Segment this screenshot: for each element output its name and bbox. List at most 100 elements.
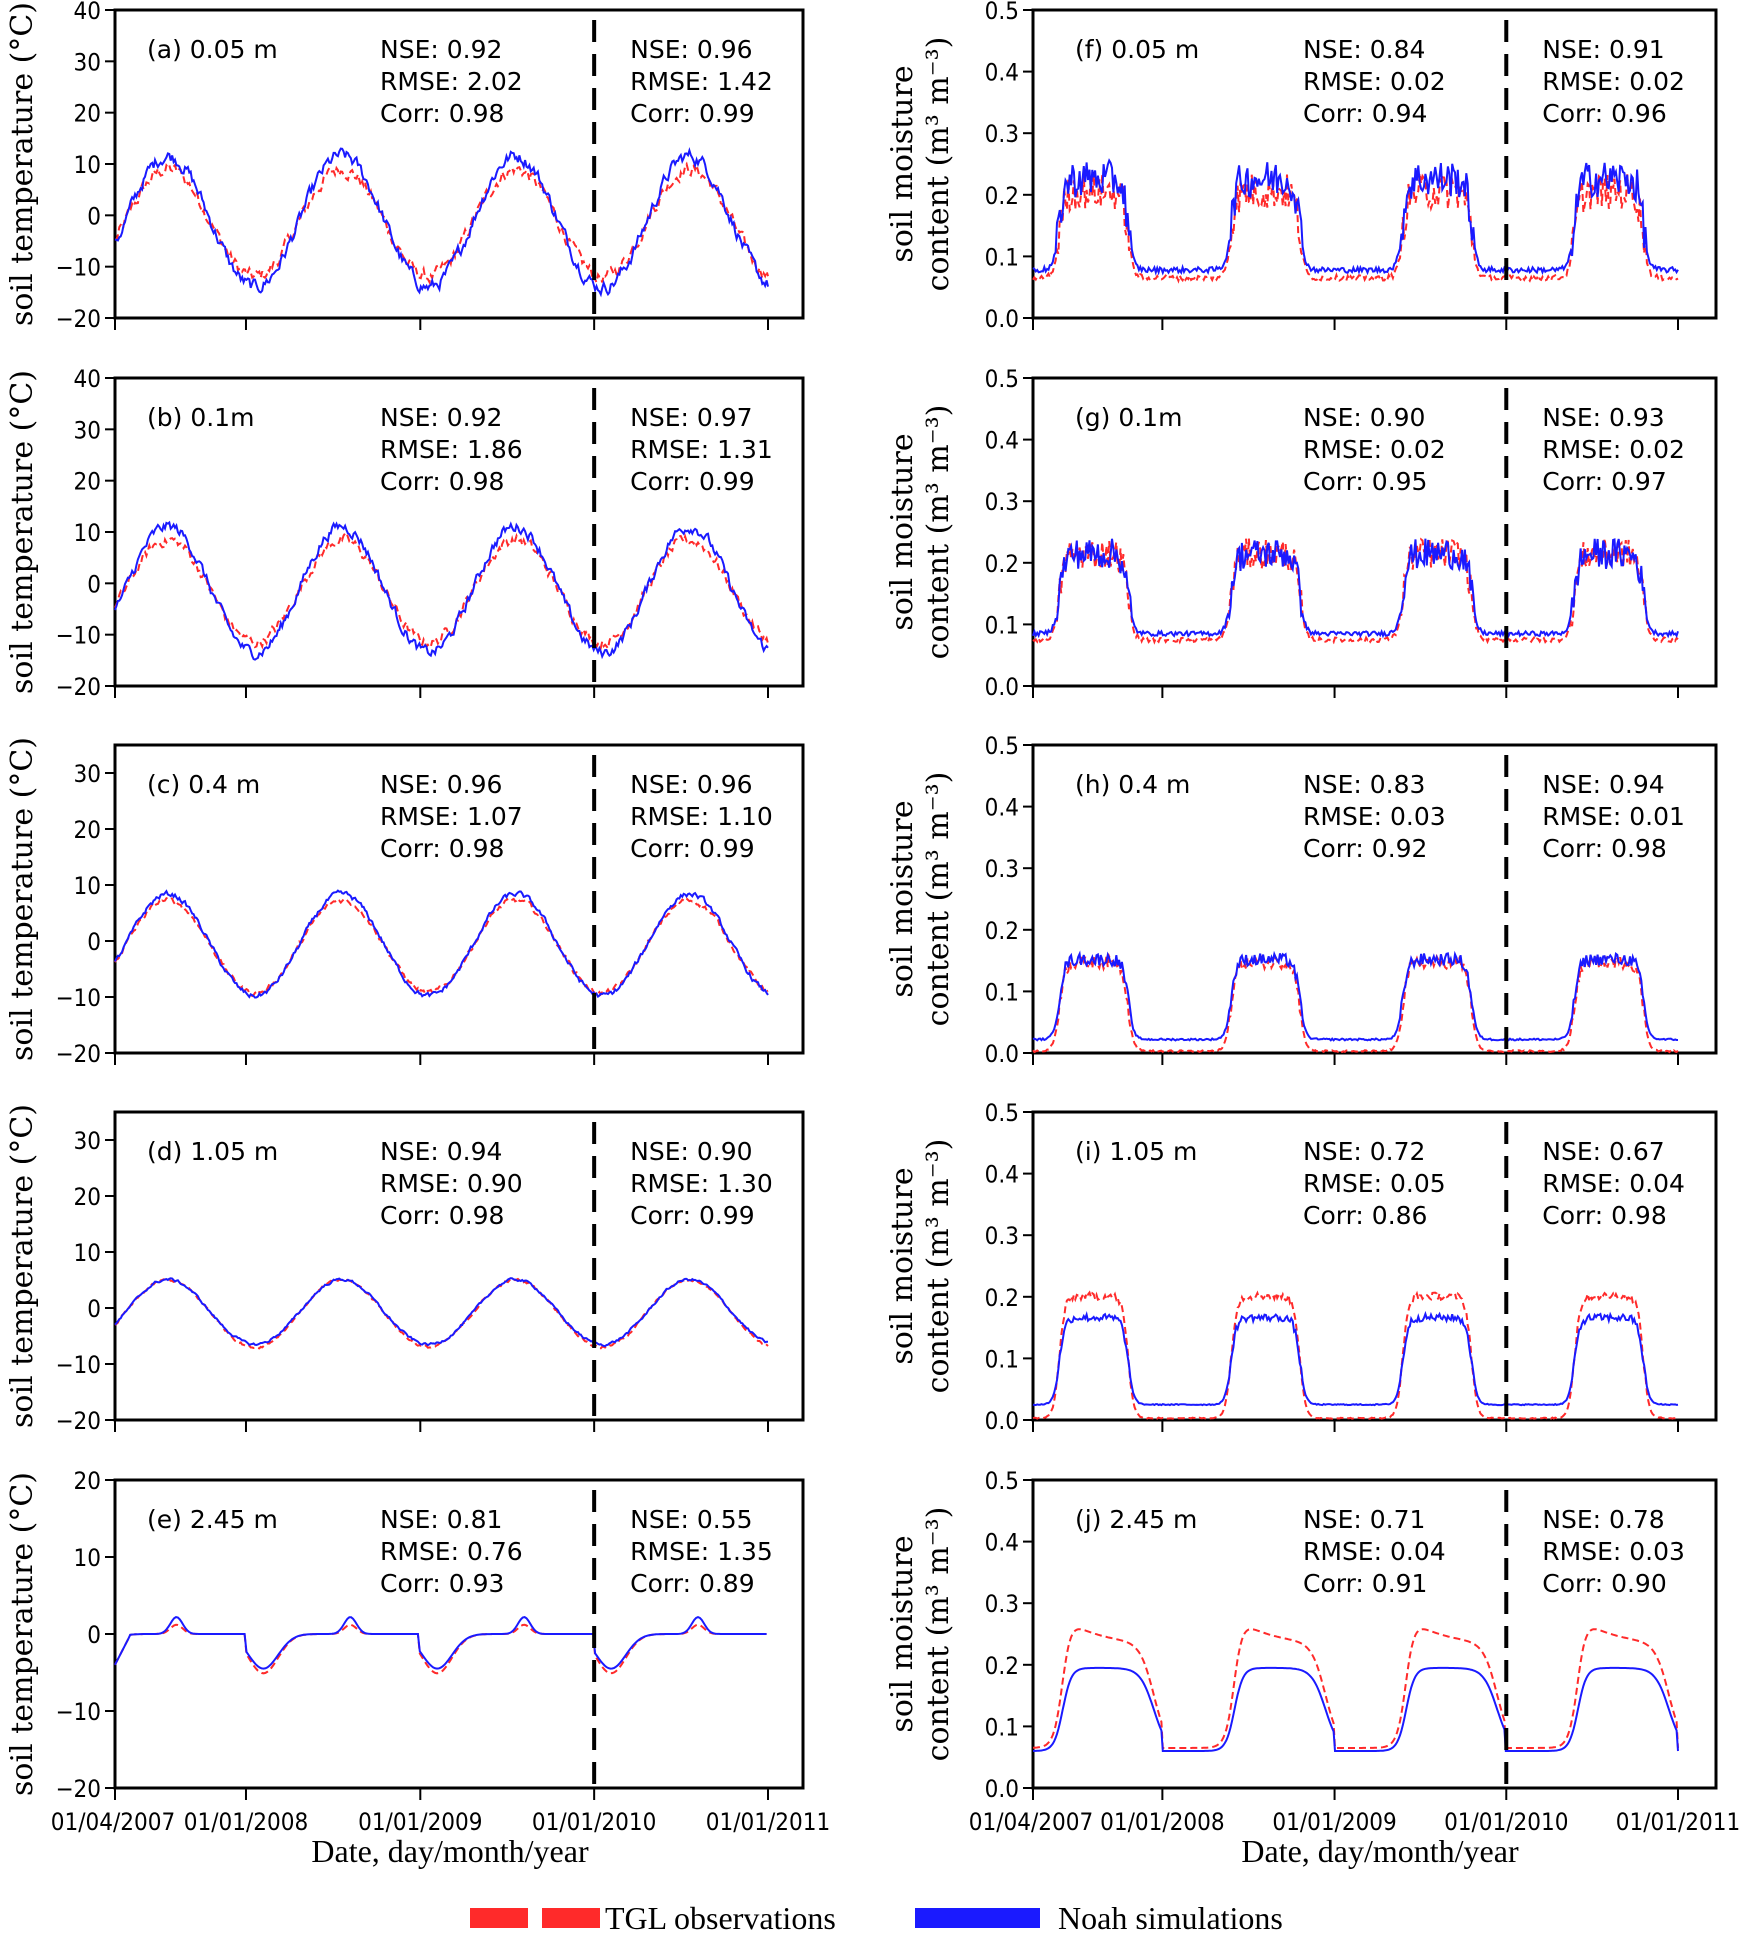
y-tick-label: 0.1 <box>985 243 1019 271</box>
y-tick-label: 0.1 <box>985 1713 1019 1741</box>
stat-validation-nse: NSE: 0.96 <box>630 770 752 799</box>
y-tick-label: 0.5 <box>985 732 1019 760</box>
y-tick-label: 0.0 <box>985 1040 1019 1068</box>
series-simulations <box>114 1277 768 1348</box>
stat-calibration-nse: NSE: 0.94 <box>380 1137 502 1166</box>
y-tick-label: −20 <box>55 305 101 333</box>
x-tick-label: 01/04/2007 <box>51 1808 175 1836</box>
panel-label: (g) 0.1m <box>1075 403 1182 432</box>
stat-validation-rmse: RMSE: 0.02 <box>1542 435 1685 464</box>
stat-validation-nse: NSE: 0.55 <box>630 1505 752 1534</box>
y-tick-label: −10 <box>55 1698 101 1726</box>
stat-validation-rmse: RMSE: 0.02 <box>1542 67 1685 96</box>
series-observations <box>114 1277 769 1350</box>
stat-validation-nse: NSE: 0.91 <box>1542 35 1664 64</box>
stat-validation-corr: Corr: 0.89 <box>630 1569 754 1598</box>
y-tick-label: −10 <box>55 254 101 282</box>
y-tick-label: −20 <box>55 1775 101 1803</box>
plot-frame <box>1031 1478 1718 1790</box>
stat-validation-nse: NSE: 0.96 <box>630 35 752 64</box>
y-axis-label: soil temperature (°C) <box>5 1104 40 1428</box>
y-axis-label: soil temperature (°C) <box>5 370 40 694</box>
y-tick-label: −20 <box>55 1407 101 1435</box>
y-tick-label: 0.4 <box>985 1161 1019 1189</box>
y-axis-label-units: content (m³ m⁻³) <box>921 37 956 292</box>
series-observations <box>1032 1628 1679 1749</box>
x-tick-label: 01/01/2011 <box>706 1808 830 1836</box>
stat-calibration-nse: NSE: 0.83 <box>1303 770 1425 799</box>
plot-frame <box>1031 1110 1718 1422</box>
panel-label: (h) 0.4 m <box>1075 770 1190 799</box>
stat-validation-corr: Corr: 0.90 <box>1542 1569 1666 1598</box>
stat-validation-nse: NSE: 0.97 <box>630 403 752 432</box>
stat-calibration-nse: NSE: 0.96 <box>380 770 502 799</box>
panel-label: (a) 0.05 m <box>147 35 278 64</box>
stat-calibration-corr: Corr: 0.86 <box>1303 1201 1427 1230</box>
panel-label: (b) 0.1m <box>147 403 254 432</box>
y-tick-label: 0.5 <box>985 1467 1019 1495</box>
y-tick-label: 0.4 <box>985 794 1019 822</box>
legend-item-observations: TGL observations <box>470 1900 836 1936</box>
stat-calibration-rmse: RMSE: 0.03 <box>1303 802 1446 831</box>
x-tick-label: 01/01/2010 <box>532 1808 656 1836</box>
panel-label: (f) 0.05 m <box>1075 35 1199 64</box>
y-tick-label: 0.3 <box>985 1590 1019 1618</box>
stat-calibration-corr: Corr: 0.98 <box>380 467 504 496</box>
y-tick-label: −20 <box>55 1040 101 1068</box>
y-tick-label: 0.0 <box>985 305 1019 333</box>
y-tick-label: 0.1 <box>985 611 1019 639</box>
stat-validation-rmse: RMSE: 1.35 <box>630 1537 773 1566</box>
y-tick-label: 0.1 <box>985 1345 1019 1373</box>
stat-validation-nse: NSE: 0.67 <box>1542 1137 1664 1166</box>
panel-label: (i) 1.05 m <box>1075 1137 1197 1166</box>
stat-validation-rmse: RMSE: 0.04 <box>1542 1169 1685 1198</box>
y-tick-label: 0.2 <box>985 917 1019 945</box>
panels-group: 40 30 20 10 0 −10 −20 (a) 0.05 m NSE: 0.92 NSE: 0… <box>5 0 1740 1836</box>
series-simulations <box>1032 1666 1679 1752</box>
series-observations <box>114 161 769 286</box>
stat-calibration-corr: Corr: 0.93 <box>380 1569 504 1598</box>
y-tick-label: 0 <box>87 202 101 230</box>
stat-calibration-rmse: RMSE: 0.04 <box>1303 1537 1446 1566</box>
stat-calibration-nse: NSE: 0.90 <box>1303 403 1425 432</box>
series-simulations <box>114 147 769 298</box>
y-tick-label: 10 <box>74 519 101 547</box>
stat-validation-corr: Corr: 0.99 <box>630 1201 754 1230</box>
x-axis-label-left: Date, day/month/year <box>311 1833 589 1869</box>
panel-c: 30 20 10 0 −10 −20 (c) 0.4 m NSE: 0.96 NSE: 0.96… <box>5 737 805 1068</box>
stat-validation-corr: Corr: 0.99 <box>630 99 754 128</box>
legend-item-simulations: Noah simulations <box>915 1900 1283 1936</box>
x-tick-label: 01/01/2010 <box>1444 1808 1568 1836</box>
y-axis-label: soil temperature (°C) <box>5 737 40 1061</box>
y-tick-label: 0.3 <box>985 120 1019 148</box>
stat-validation-corr: Corr: 0.97 <box>1542 467 1666 496</box>
series-simulations <box>1032 1310 1679 1407</box>
y-axis-label-units: content (m³ m⁻³) <box>921 772 956 1027</box>
stat-validation-corr: Corr: 0.96 <box>1542 99 1666 128</box>
y-tick-label: 10 <box>74 1544 101 1572</box>
y-axis-label-units: content (m³ m⁻³) <box>921 1139 956 1394</box>
y-tick-label: 0.3 <box>985 488 1019 516</box>
y-tick-label: 40 <box>74 0 101 25</box>
stat-validation-corr: Corr: 0.99 <box>630 834 754 863</box>
stat-calibration-nse: NSE: 0.92 <box>380 35 502 64</box>
plot-frame <box>1031 8 1718 320</box>
y-tick-label: 0.2 <box>985 1284 1019 1312</box>
y-tick-label: 10 <box>74 1239 101 1267</box>
series-simulations <box>114 889 769 999</box>
plot-frame <box>1031 743 1718 1055</box>
stat-calibration-rmse: RMSE: 0.02 <box>1303 435 1446 464</box>
y-axis-label-units: content (m³ m⁻³) <box>921 1507 956 1762</box>
stat-validation-rmse: RMSE: 1.31 <box>630 435 773 464</box>
y-axis-label: soil moisture <box>885 1167 920 1364</box>
y-tick-label: 20 <box>74 1467 101 1495</box>
panel-i: 0.5 0.4 0.3 0.2 0.1 0.0 (i) 1.05 m NSE: 0.72 NSE… <box>885 1099 1718 1435</box>
y-tick-label: 10 <box>74 151 101 179</box>
y-tick-label: −20 <box>55 673 101 701</box>
stat-calibration-nse: NSE: 0.92 <box>380 403 502 432</box>
y-tick-label: 0 <box>87 928 101 956</box>
series-simulations <box>1032 950 1678 1042</box>
stat-validation-nse: NSE: 0.94 <box>1542 770 1664 799</box>
stat-validation-corr: Corr: 0.98 <box>1542 834 1666 863</box>
panel-e: 20 10 0 −10 −20 01/04/2007 01/01/2008 01/01/200… <box>5 1467 830 1836</box>
